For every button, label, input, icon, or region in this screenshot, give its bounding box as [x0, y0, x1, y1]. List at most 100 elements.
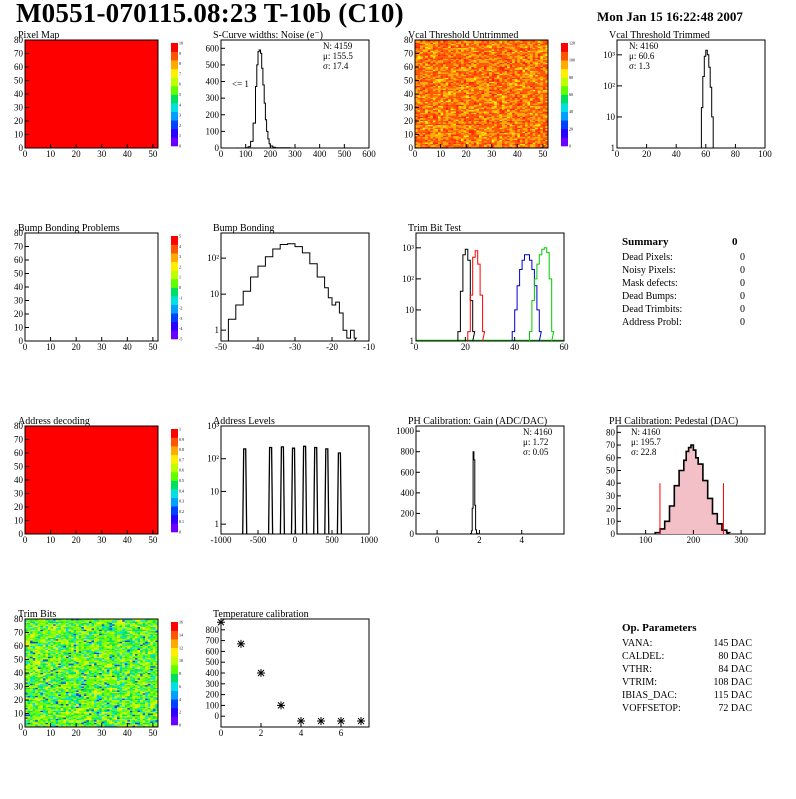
colorbar-segment: [171, 330, 178, 339]
colorbar-tick-label: -4: [179, 326, 182, 331]
stat-line: N: 4160: [629, 41, 659, 51]
colorbar-segment: [171, 322, 178, 331]
plot-frame: [25, 233, 158, 341]
colorbar-segment: [171, 270, 178, 279]
colorbar-segment: [561, 77, 568, 86]
colorbar-tick-label: 0.9: [179, 437, 184, 442]
histogram-line: [700, 50, 715, 148]
colorbar-segment: [171, 699, 178, 708]
x-tick-label: 40: [672, 149, 682, 159]
colorbar-tick-label: 40: [569, 109, 573, 114]
y-tick-label: 0: [611, 529, 616, 539]
colorbar-segment: [171, 656, 178, 665]
y-tick-label: 0: [409, 143, 414, 153]
summary-value: 0: [740, 278, 745, 289]
colorbar-tick-label: 12: [179, 645, 183, 650]
x-tick-label: 10: [46, 728, 56, 738]
colorbar-tick-label: 0.2: [179, 509, 184, 514]
op-param-label: IBIAS_DAC:: [622, 690, 677, 701]
y-tick-label: 10²: [207, 454, 219, 464]
colorbar-tick-label: 8: [179, 671, 181, 676]
colorbar-segment: [171, 313, 178, 322]
y-tick-label: 10²: [207, 253, 219, 263]
x-tick-label: 0: [615, 149, 620, 159]
x-tick-label: 10: [46, 149, 56, 159]
y-tick-label: 600: [206, 646, 220, 656]
colorbar-tick-label: -5: [179, 337, 182, 342]
summary-value: 0: [740, 291, 745, 302]
histogram-line: [469, 452, 481, 534]
y-tick-label: 30: [606, 491, 616, 501]
colorbar-segment: [171, 305, 178, 314]
colorbar-segment: [171, 716, 178, 725]
colorbar-tick-label: 6: [179, 684, 181, 689]
summary-label: Mask defects:: [622, 278, 678, 289]
colorbar-tick-label: 4: [179, 244, 181, 249]
data-point: [317, 717, 325, 725]
op-param-value: 80 DAC: [718, 651, 752, 662]
colorbar-segment: [171, 253, 178, 262]
colorbar-segment: [561, 129, 568, 138]
y-tick-label: 70: [14, 435, 24, 445]
colorbar-segment: [561, 43, 568, 52]
x-tick-label: 80: [731, 149, 741, 159]
colorbar-segment: [171, 43, 178, 52]
summary-label: Noisy Pixels:: [622, 265, 676, 276]
colorbar-tick-label: 0.7: [179, 457, 184, 462]
colorbar-tick-label: -1: [179, 295, 182, 300]
colorbar-tick-label: 0.4: [179, 488, 184, 493]
y-tick-label: 10³: [402, 243, 414, 253]
x-tick-label: 50: [148, 342, 158, 352]
x-tick-label: 300: [734, 535, 748, 545]
x-tick-label: 200: [264, 149, 278, 159]
summary-label: Address Probl:: [622, 317, 682, 328]
colorbar-segment: [171, 60, 178, 69]
y-tick-label: 800: [401, 447, 415, 457]
x-tick-label: 4: [519, 535, 524, 545]
colorbar-segment: [171, 296, 178, 305]
level-peak: [269, 448, 273, 535]
y-tick-label: 80: [14, 614, 24, 624]
summary-value: 0: [740, 265, 745, 276]
colorbar-segment: [171, 236, 178, 245]
x-tick-label: 20: [462, 149, 472, 159]
level-peak: [337, 453, 341, 534]
colorbar-segment: [171, 682, 178, 691]
op-param-value: 84 DAC: [718, 664, 752, 675]
summary-value: 0: [740, 304, 745, 315]
level-peak: [325, 449, 329, 534]
x-tick-label: 0: [435, 535, 440, 545]
y-tick-label: 50: [14, 76, 24, 86]
y-tick-label: 50: [606, 465, 616, 475]
stat-line: μ: 155.5: [323, 51, 353, 61]
y-tick-label: 600: [206, 43, 220, 53]
colorbar-tick-label: 100: [569, 58, 575, 63]
y-tick-label: 10: [404, 130, 414, 140]
x-tick-label: 100: [639, 535, 653, 545]
colorbar-segment: [561, 112, 568, 121]
colorbar-tick-label: 10: [179, 658, 183, 663]
y-tick-label: 30: [14, 489, 24, 499]
y-tick-label: 10: [14, 709, 24, 719]
y-tick-label: 0: [410, 529, 415, 539]
y-tick-label: 10²: [402, 274, 414, 284]
summary-label: Dead Pixels:: [622, 252, 673, 263]
heatmap-fill: [25, 426, 158, 534]
y-tick-label: 100: [206, 700, 220, 710]
annotation: <= 1: [232, 79, 249, 89]
x-tick-label: 500: [325, 535, 339, 545]
colorbar-segment: [171, 523, 178, 532]
y-tick-label: 10³: [207, 421, 219, 431]
y-tick-label: 70: [404, 49, 414, 59]
x-tick-label: 20: [72, 728, 82, 738]
op-params-title: Op. Parameters: [622, 622, 697, 634]
y-tick-label: 50: [14, 462, 24, 472]
